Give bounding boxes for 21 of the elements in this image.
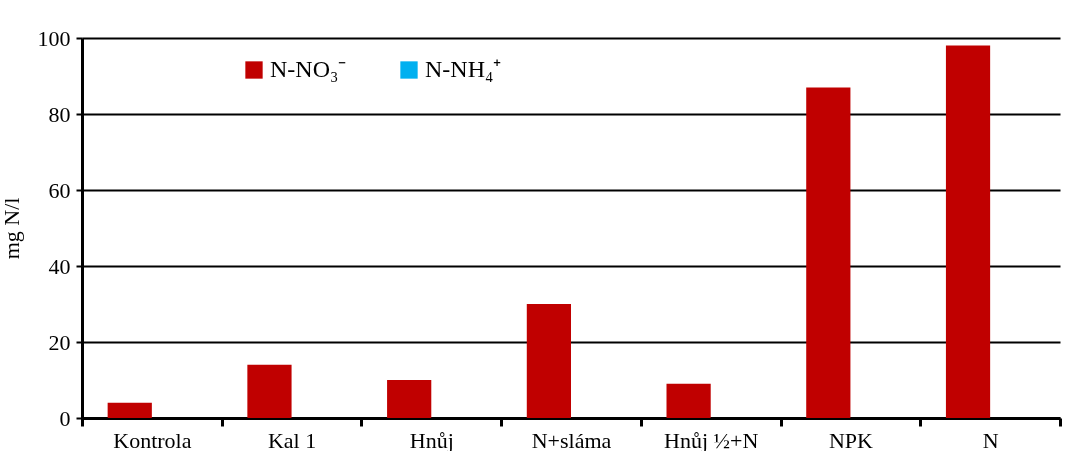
x-tick-label: N+sláma bbox=[531, 427, 612, 453]
x-tick-label: Kontrola bbox=[113, 427, 192, 453]
bar bbox=[247, 364, 292, 418]
bar bbox=[526, 304, 571, 418]
x-tick-label: Kal 1 bbox=[267, 427, 317, 453]
y-tick-label: 100 bbox=[37, 25, 71, 51]
y-axis-title: mg N/l bbox=[0, 197, 24, 260]
x-tick-label: NPK bbox=[828, 427, 874, 453]
y-tick-label: 40 bbox=[48, 253, 71, 279]
bar bbox=[806, 87, 851, 418]
legend-label: N-NO₃⁻ bbox=[270, 56, 347, 82]
bar bbox=[107, 402, 152, 418]
y-tick-label: 0 bbox=[59, 405, 71, 431]
x-tick-label: N bbox=[982, 427, 999, 453]
bar bbox=[387, 380, 432, 418]
bar bbox=[666, 383, 711, 418]
legend-label: N-NH₄⁺ bbox=[425, 56, 502, 82]
y-tick-label: 60 bbox=[48, 177, 71, 203]
y-tick-label: 80 bbox=[48, 101, 71, 127]
y-tick-label: 20 bbox=[48, 329, 71, 355]
bar bbox=[945, 45, 991, 418]
